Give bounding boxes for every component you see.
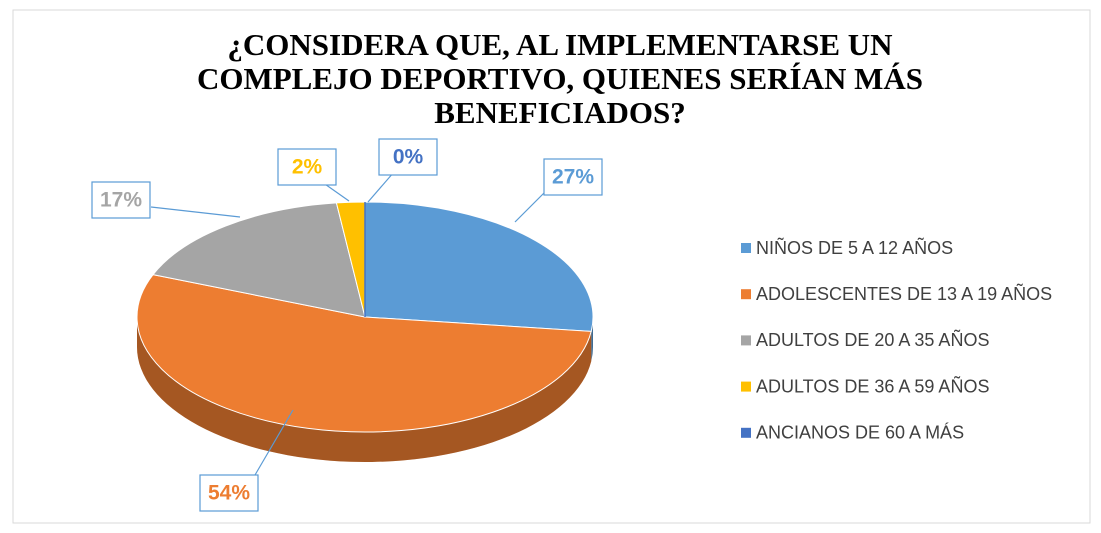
legend-label: ANCIANOS DE 60 A MÁS bbox=[756, 423, 964, 443]
label-box bbox=[199, 474, 259, 512]
legend-swatch bbox=[741, 243, 751, 253]
leader-line bbox=[367, 171, 395, 203]
leader-line bbox=[150, 206, 241, 218]
legend-label: ADOLESCENTES DE 13 A 19 AÑOS bbox=[756, 283, 1052, 304]
data-label: 27% bbox=[552, 166, 594, 189]
slice-side bbox=[591, 317, 593, 362]
chart-title: ¿CONSIDERA QUE, AL IMPLEMENTARSE UN COMP… bbox=[196, 27, 924, 130]
legend-swatch bbox=[741, 381, 751, 392]
legend-label: ADULTOS DE 36 A 59 AÑOS bbox=[756, 375, 989, 396]
leader-line bbox=[254, 409, 294, 476]
legend-swatch bbox=[741, 289, 751, 300]
chart-frame bbox=[12, 9, 1091, 524]
slice bbox=[136, 274, 592, 433]
label-box bbox=[378, 138, 438, 176]
slice bbox=[152, 202, 366, 318]
data-label: 0% bbox=[393, 146, 424, 169]
slice-side bbox=[137, 317, 592, 462]
label-box bbox=[91, 181, 151, 219]
slice-side-shade bbox=[137, 317, 592, 462]
slice bbox=[364, 201, 594, 332]
legend-swatch bbox=[741, 427, 751, 438]
label-box bbox=[277, 148, 337, 186]
data-label: 2% bbox=[292, 156, 323, 179]
data-label: 54% bbox=[208, 482, 250, 505]
slice-side-shade bbox=[591, 317, 593, 362]
leader-line bbox=[514, 191, 546, 223]
label-box bbox=[543, 158, 603, 196]
legend-swatch bbox=[741, 335, 751, 346]
legend-label: NIÑOS DE 5 A 12 AÑOS bbox=[756, 237, 953, 258]
data-label: 17% bbox=[100, 189, 142, 212]
legend-label: ADULTOS DE 20 A 35 AÑOS bbox=[756, 329, 989, 350]
